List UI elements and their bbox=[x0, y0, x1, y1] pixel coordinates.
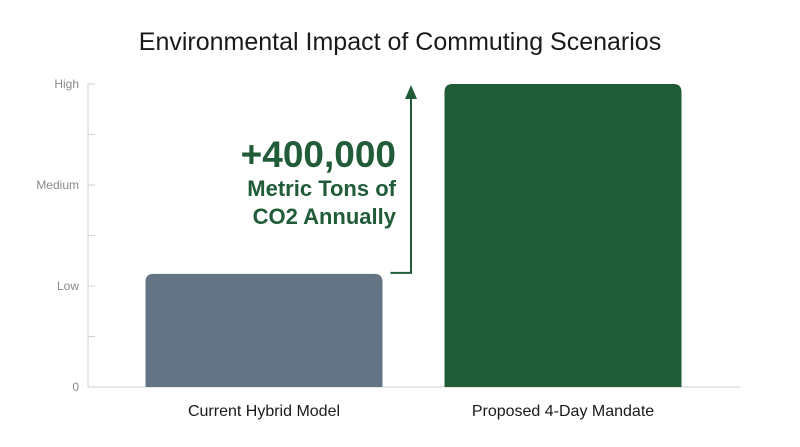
category-label: Current Hybrid Model bbox=[188, 403, 340, 420]
annotation: +400,000 Metric Tons of CO2 Annually bbox=[241, 85, 417, 274]
bars bbox=[145, 84, 682, 387]
annotation-line-2: CO2 Annually bbox=[253, 204, 397, 229]
y-tick-label: Low bbox=[57, 279, 79, 293]
chart-title: Environmental Impact of Commuting Scenar… bbox=[139, 28, 661, 56]
annotation-line-1: Metric Tons of bbox=[247, 176, 396, 201]
annotation-arrow-head bbox=[405, 85, 417, 99]
bar-1 bbox=[145, 273, 383, 387]
bar-2 bbox=[444, 84, 682, 387]
category-label: Proposed 4-Day Mandate bbox=[472, 403, 654, 420]
annotation-arrow-line bbox=[390, 97, 412, 274]
y-tick-label: 0 bbox=[72, 380, 79, 394]
y-tick-label: Medium bbox=[36, 178, 79, 192]
category-labels: Current Hybrid Model Proposed 4-Day Manda… bbox=[188, 403, 654, 420]
y-tick-label: High bbox=[54, 77, 79, 91]
annotation-headline: +400,000 bbox=[241, 134, 396, 175]
